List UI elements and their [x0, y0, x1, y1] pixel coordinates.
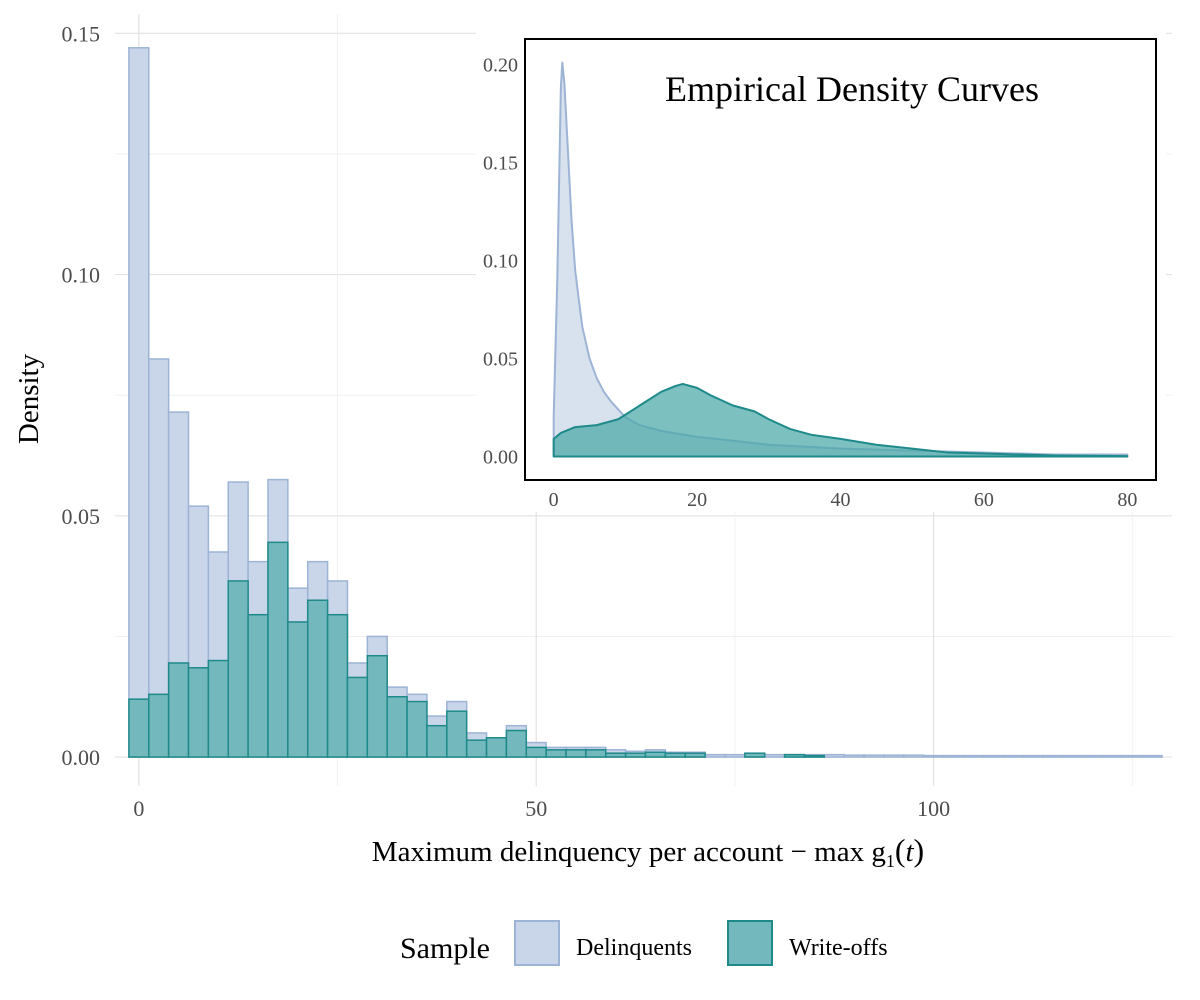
- bar-write-offs: [585, 749, 607, 758]
- x-axis-label-subscript: 1: [886, 851, 895, 871]
- x-tick-label: 100: [917, 796, 950, 821]
- bar-write-offs: [505, 729, 528, 758]
- inset-y-tick-label: 0.20: [483, 54, 518, 76]
- x-axis-label-main: Maximum delinquency per account − max g: [372, 836, 886, 868]
- bar-delinquents: [724, 753, 746, 758]
- bar-write-offs: [446, 710, 468, 758]
- bar-write-offs: [386, 695, 408, 758]
- legend-swatch-write-offs: [727, 920, 773, 966]
- bar-write-offs: [247, 613, 269, 758]
- bar-write-offs: [187, 667, 210, 758]
- bar-write-offs: [167, 662, 190, 758]
- legend-label-delinquents: Delinquents: [576, 935, 692, 961]
- bar-write-offs: [267, 541, 289, 758]
- y-axis-label: Density: [13, 353, 45, 444]
- bar-write-offs: [406, 700, 428, 758]
- bar-write-offs: [545, 749, 567, 758]
- bar-write-offs: [148, 693, 170, 758]
- y-tick-label: 0.00: [62, 745, 101, 770]
- bar-write-offs: [644, 751, 667, 758]
- bar-write-offs: [426, 724, 448, 758]
- bar-write-offs: [565, 749, 587, 758]
- y-tick-label: 0.10: [62, 263, 101, 288]
- inset-y-tick-label: 0.00: [483, 446, 518, 468]
- y-tick-label: 0.15: [62, 21, 101, 46]
- inset-x-tick-label: 20: [687, 489, 707, 511]
- bar-delinquents: [1061, 754, 1084, 758]
- bar-write-offs: [287, 621, 309, 758]
- bar-delinquents: [704, 753, 726, 758]
- bar-write-offs: [207, 659, 229, 758]
- bar-delinquents: [962, 754, 985, 758]
- legend-label-write-offs: Write-offs: [789, 935, 888, 961]
- inset-y-tick-label: 0.05: [483, 348, 518, 370]
- main-x-axis-ticks: 0 50 100: [133, 796, 950, 821]
- inset-title: Empirical Density Curves: [665, 69, 1039, 109]
- bar-write-offs: [664, 752, 686, 758]
- bar-delinquents: [942, 754, 965, 758]
- bar-write-offs: [326, 613, 349, 758]
- bar-write-offs: [803, 754, 826, 758]
- bar-write-offs: [128, 698, 150, 758]
- bar-delinquents: [823, 753, 845, 758]
- bar-write-offs: [783, 753, 806, 758]
- x-tick-label: 50: [525, 796, 547, 821]
- inset-x-axis-ticks: 0 20 40 60 80: [549, 489, 1138, 511]
- bar-delinquents: [1141, 754, 1163, 758]
- legend-title: Sample: [400, 932, 490, 965]
- x-axis-label-close-paren: ): [914, 832, 925, 868]
- legend: Sample Delinquents Write-offs: [400, 920, 888, 966]
- bar-write-offs: [525, 746, 547, 758]
- inset-frame: [524, 38, 1157, 481]
- bar-write-offs: [346, 676, 369, 758]
- bar-delinquents: [843, 754, 865, 758]
- write-offs-histogram: [128, 541, 826, 758]
- bar-write-offs: [605, 752, 627, 758]
- inset-x-tick-label: 60: [974, 489, 994, 511]
- bar-write-offs: [485, 737, 508, 758]
- bar-write-offs: [744, 752, 766, 758]
- bar-delinquents: [982, 754, 1004, 758]
- bar-write-offs: [684, 752, 706, 758]
- bar-write-offs: [227, 580, 249, 758]
- bar-write-offs: [306, 599, 329, 758]
- inset-y-tick-label: 0.10: [483, 250, 518, 272]
- bar-delinquents: [903, 754, 925, 758]
- bar-delinquents: [128, 47, 150, 758]
- bar-delinquents: [1101, 754, 1124, 758]
- bar-delinquents: [922, 754, 945, 758]
- x-axis-label-open-paren: (: [895, 832, 906, 868]
- y-tick-label: 0.05: [62, 504, 101, 529]
- x-axis-label-variable: t: [905, 836, 914, 868]
- bar-delinquents: [1081, 754, 1104, 758]
- inset-y-axis-ticks: 0.00 0.05 0.10 0.15 0.20: [483, 54, 518, 468]
- main-y-axis-ticks: 0.00 0.05 0.10 0.15: [62, 21, 101, 770]
- bar-delinquents: [1121, 754, 1143, 758]
- bar-write-offs: [465, 739, 488, 758]
- legend-swatch-delinquents: [514, 920, 560, 966]
- inset-x-tick-label: 40: [831, 489, 851, 511]
- x-tick-label: 0: [133, 796, 144, 821]
- bar-delinquents: [1022, 754, 1044, 758]
- inset-density-curves: [552, 61, 1129, 458]
- x-axis-label: Maximum delinquency per account − max g1…: [372, 832, 924, 871]
- bar-delinquents: [763, 753, 786, 758]
- density-area-write-offs: [552, 382, 1129, 458]
- bar-delinquents: [863, 754, 885, 758]
- inset-panel: 0.00 0.05 0.10 0.15 0.20 0 20 40 60 80 Empirical…: [476, 12, 1166, 512]
- bar-write-offs: [624, 752, 647, 758]
- bar-delinquents: [1042, 754, 1064, 758]
- bar-delinquents: [1002, 754, 1024, 758]
- inset-y-tick-label: 0.15: [483, 152, 518, 174]
- bar-write-offs: [366, 654, 388, 758]
- bar-delinquents: [883, 754, 905, 758]
- inset-x-tick-label: 80: [1117, 489, 1137, 511]
- inset-x-tick-label: 0: [549, 489, 559, 511]
